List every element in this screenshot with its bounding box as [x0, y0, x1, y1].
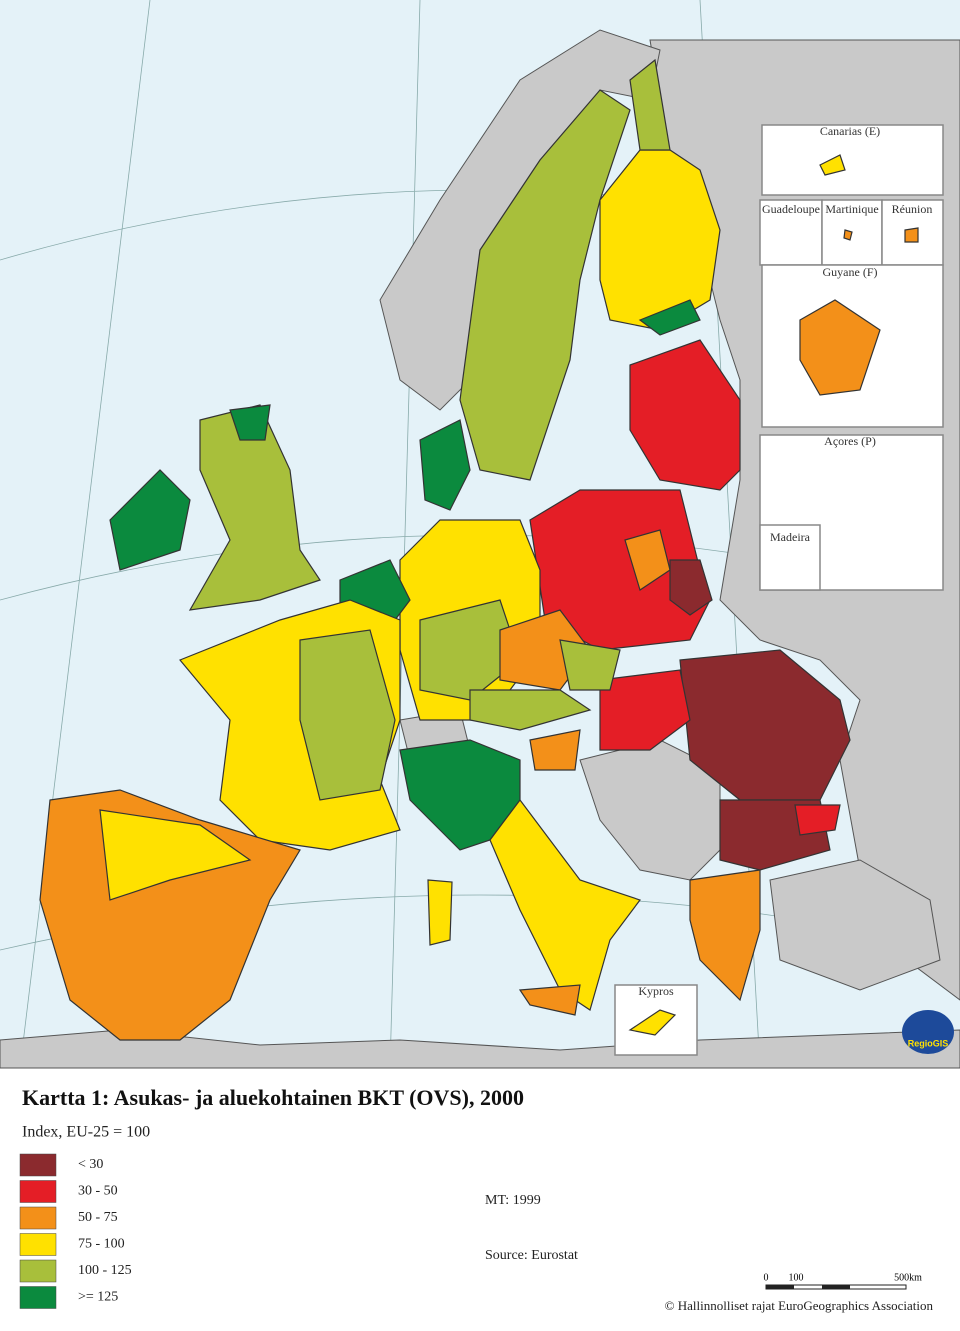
legend-swatch — [19, 1153, 57, 1177]
region — [819, 154, 846, 176]
legend-swatch — [19, 1180, 57, 1203]
logo — [902, 1010, 954, 1054]
region — [638, 299, 701, 336]
scale-label: 100 — [789, 1272, 804, 1283]
region — [794, 804, 841, 836]
region — [599, 149, 721, 331]
region — [904, 227, 919, 243]
legend-swatch — [19, 1259, 57, 1283]
region — [518, 984, 581, 1016]
region — [843, 229, 853, 241]
inset-label: Açores (P) — [824, 434, 876, 448]
legend-label: 50 - 75 — [78, 1210, 118, 1225]
legend-swatch — [19, 1233, 57, 1256]
inset-label: Kypros — [638, 984, 674, 998]
inset-label: Guyane (F) — [823, 265, 878, 279]
legend-label: < 30 — [78, 1157, 103, 1172]
region — [188, 404, 321, 611]
inset-label: Guadeloupe — [762, 202, 820, 216]
region — [299, 629, 396, 801]
inset-box — [761, 124, 944, 196]
source: Source: Eurostat — [485, 1248, 578, 1263]
legend-swatch — [19, 1206, 57, 1230]
note: MT: 1999 — [485, 1193, 541, 1208]
inset-box — [614, 984, 698, 1056]
title: Kartta 1: Asukas- ja aluekohtainen BKT (… — [22, 1085, 524, 1110]
region — [469, 689, 592, 731]
region — [669, 559, 713, 616]
inset-label: Madeira — [770, 530, 811, 544]
copyright: © Hallinnolliset rajat EuroGeographics A… — [665, 1298, 934, 1313]
region — [679, 649, 851, 801]
region — [489, 799, 641, 1011]
region — [109, 469, 191, 571]
region — [529, 729, 581, 771]
scale-bar: 0 100 500km — [764, 1272, 922, 1290]
logo-text: RegioGIS — [908, 1038, 949, 1048]
inset-box — [759, 524, 821, 591]
region — [799, 299, 881, 396]
region — [628, 1009, 677, 1036]
region — [629, 339, 741, 491]
region — [229, 404, 271, 441]
insets: Canarias (E) Guadeloupe Martinique Réuni… — [614, 124, 954, 1056]
legend-swatch — [19, 1286, 57, 1309]
region — [419, 599, 521, 701]
scale-label: 500km — [894, 1272, 922, 1283]
legend-label: 100 - 125 — [78, 1263, 132, 1278]
region — [99, 809, 252, 901]
inset-box — [759, 199, 823, 266]
scale-bar-segment — [766, 1285, 794, 1289]
region — [559, 639, 621, 691]
inset-label: Canarias (E) — [820, 124, 880, 138]
legend-label: 75 - 100 — [78, 1237, 125, 1252]
regions — [39, 58, 851, 1041]
region — [629, 58, 671, 151]
legend-label: 30 - 50 — [78, 1184, 118, 1199]
scale-label: 0 — [764, 1272, 769, 1283]
region — [459, 89, 631, 481]
legend: < 30 30 - 50 50 - 75 75 - 100 100 - 125 >= 12… — [19, 1153, 132, 1309]
subtitle: Index, EU-25 = 100 — [22, 1124, 150, 1141]
region — [427, 879, 453, 946]
region — [419, 419, 471, 511]
inset-label: Martinique — [825, 202, 878, 216]
inset-label: Réunion — [892, 202, 933, 216]
legend-label: >= 125 — [78, 1290, 118, 1305]
scale-bar-segment — [822, 1285, 850, 1289]
region — [599, 669, 691, 751]
